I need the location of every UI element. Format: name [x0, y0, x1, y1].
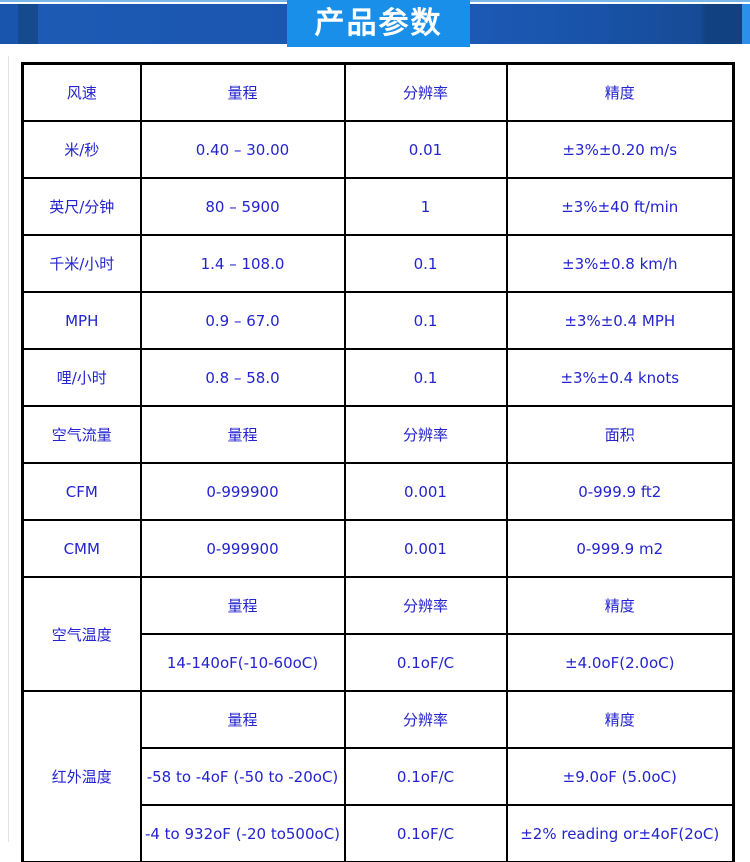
row-label-cell: CFM — [21, 462, 142, 521]
accuracy-cell: ±3%±0.8 km/h — [505, 234, 735, 293]
accuracy-cell: ±3%±40 ft/min — [505, 177, 735, 236]
table-row: CFM 0-999900 0.001 0-999.9 ft2 — [21, 462, 735, 521]
row-label-cell: CMM — [21, 519, 142, 578]
row-label-cell: 米/秒 — [21, 120, 142, 179]
resolution-header-cell: 分辨率 — [343, 576, 508, 635]
header-banner: 产品参数 — [0, 0, 750, 47]
table-row: 空气温度 量程 分辨率 精度 — [21, 576, 735, 692]
table-row: 英尺/分钟 80 – 5900 1 ±3%±40 ft/min — [21, 177, 735, 236]
resolution-cell: 0.01 — [343, 120, 508, 179]
row-label-cell: 英尺/分钟 — [21, 177, 142, 236]
accuracy-cell: ±3%±0.4 MPH — [505, 291, 735, 350]
table-row: 空气流量 量程 分辨率 面积 — [21, 405, 735, 464]
resolution-cell: 0.1 — [343, 291, 508, 350]
accuracy-cell: ±2% reading or±4oF(2oC) — [505, 804, 735, 862]
row-label-cell: 哩/小时 — [21, 348, 142, 407]
range-cell: -58 to -4oF (-50 to -20oC) — [139, 747, 346, 806]
range-header-cell: 量程 — [139, 62, 346, 122]
table-row: -4 to 932oF (-20 to500oC) 0.1oF/C ±2% re… — [23, 804, 735, 862]
range-cell: 80 – 5900 — [139, 177, 346, 236]
air-temp-label-cell: 空气温度 — [21, 576, 142, 692]
resolution-cell: 0.1 — [343, 234, 508, 293]
table-row: 风速 量程 分辨率 精度 — [21, 62, 735, 122]
resolution-cell: 0.1 — [343, 348, 508, 407]
resolution-cell: 0.1oF/C — [343, 747, 508, 806]
resolution-cell: 0.001 — [343, 519, 508, 578]
spec-table: 风速 量程 分辨率 精度 米/秒 0.40 – 30.00 0.01 ±3%±0… — [21, 62, 735, 862]
area-header-cell: 面积 — [505, 405, 735, 464]
accuracy-cell: ±4.0oF(2.0oC) — [505, 633, 735, 692]
resolution-cell: 0.1oF/C — [343, 633, 508, 692]
row-label-cell: MPH — [21, 291, 142, 350]
resolution-cell: 0.1oF/C — [343, 804, 508, 862]
resolution-cell: 1 — [343, 177, 508, 236]
accuracy-cell: ±3%±0.4 knots — [505, 348, 735, 407]
range-cell: 0-999900 — [139, 519, 346, 578]
table-row: MPH 0.9 – 67.0 0.1 ±3%±0.4 MPH — [21, 291, 735, 350]
air-flow-label-cell: 空气流量 — [21, 405, 142, 464]
table-row: 米/秒 0.40 – 30.00 0.01 ±3%±0.20 m/s — [21, 120, 735, 179]
area-cell: 0-999.9 ft2 — [505, 462, 735, 521]
range-cell: 1.4 – 108.0 — [139, 234, 346, 293]
range-header-cell: 量程 — [139, 405, 346, 464]
resolution-header-cell: 分辨率 — [343, 62, 508, 122]
table-row: CMM 0-999900 0.001 0-999.9 m2 — [21, 519, 735, 578]
range-cell: 0.40 – 30.00 — [139, 120, 346, 179]
accuracy-header-cell: 精度 — [505, 62, 735, 122]
row-label-cell: 风速 — [21, 62, 142, 122]
range-header-cell: 量程 — [139, 690, 346, 749]
resolution-header-cell: 分辨率 — [343, 690, 508, 749]
row-label-cell: 千米/小时 — [21, 234, 142, 293]
range-cell: 0.9 – 67.0 — [139, 291, 346, 350]
air-temp-label: 空气温度 — [51, 625, 112, 644]
area-cell: 0-999.9 m2 — [505, 519, 735, 578]
table-row: 红外温度 量程 分辨率 精度 — [21, 690, 735, 862]
range-header-cell: 量程 — [139, 576, 346, 635]
page-title-box: 产品参数 — [287, 0, 470, 47]
accuracy-cell: ±3%±0.20 m/s — [505, 120, 735, 179]
ir-temp-label-cell: 红外温度 — [21, 690, 142, 862]
table-row: -58 to -4oF (-50 to -20oC) 0.1oF/C ±9.0o… — [23, 747, 735, 806]
accuracy-header-cell: 精度 — [505, 576, 735, 635]
table-row: 哩/小时 0.8 – 58.0 0.1 ±3%±0.4 knots — [21, 348, 735, 407]
accuracy-cell: ±9.0oF (5.0oC) — [505, 747, 735, 806]
range-cell: 0.8 – 58.0 — [139, 348, 346, 407]
table-row: 千米/小时 1.4 – 108.0 0.1 ±3%±0.8 km/h — [21, 234, 735, 293]
left-margin-line — [8, 56, 9, 842]
range-cell: -4 to 932oF (-20 to500oC) — [139, 804, 346, 862]
page-title: 产品参数 — [314, 5, 443, 41]
range-cell: 14-140oF(-10-60oC) — [139, 633, 346, 692]
range-cell: 0-999900 — [139, 462, 346, 521]
accuracy-header-cell: 精度 — [505, 690, 735, 749]
resolution-header-cell: 分辨率 — [343, 405, 508, 464]
table-row: 14-140oF(-10-60oC) 0.1oF/C ±4.0oF(2.0oC) — [23, 633, 735, 692]
resolution-cell: 0.001 — [343, 462, 508, 521]
